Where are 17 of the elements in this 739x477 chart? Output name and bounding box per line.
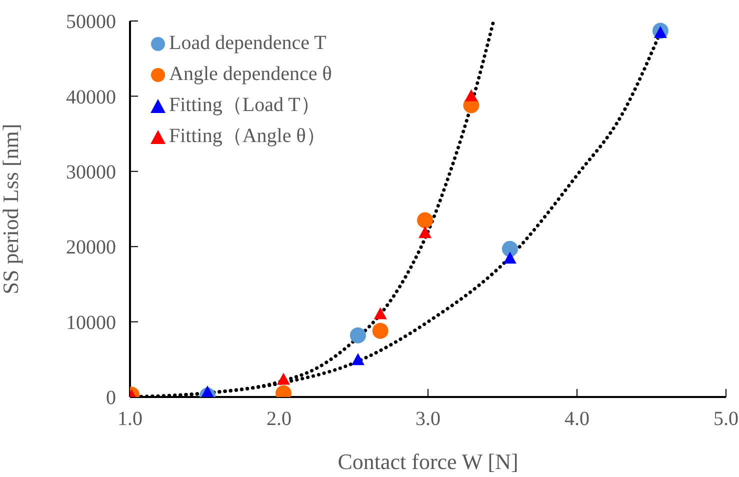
x-tick-label: 2.0 xyxy=(266,408,292,430)
x-tick-label: 3.0 xyxy=(416,408,440,430)
y-tick-label: 40000 xyxy=(66,86,116,108)
y-tick-label: 0 xyxy=(106,387,116,410)
legend-label: Fitting（Angle θ） xyxy=(169,124,326,149)
y-tick-label: 30000 xyxy=(66,162,116,184)
legend-label: Angle dependence θ xyxy=(169,62,332,87)
y-axis-title: SS period Lss [nm] xyxy=(0,124,23,294)
y-tick-label: 20000 xyxy=(66,236,116,259)
legend-label: Fitting（Load T） xyxy=(169,93,320,118)
x-axis-title: Contact force W [N] xyxy=(338,449,518,474)
legend-label: Load dependence T xyxy=(169,31,326,56)
x-tick-label: 4.0 xyxy=(564,408,590,430)
x-tick-label: 1.0 xyxy=(118,408,142,430)
y-tick-label: 50000 xyxy=(66,11,116,34)
y-tick-label: 10000 xyxy=(66,312,116,334)
x-tick-label: 5.0 xyxy=(714,408,738,430)
